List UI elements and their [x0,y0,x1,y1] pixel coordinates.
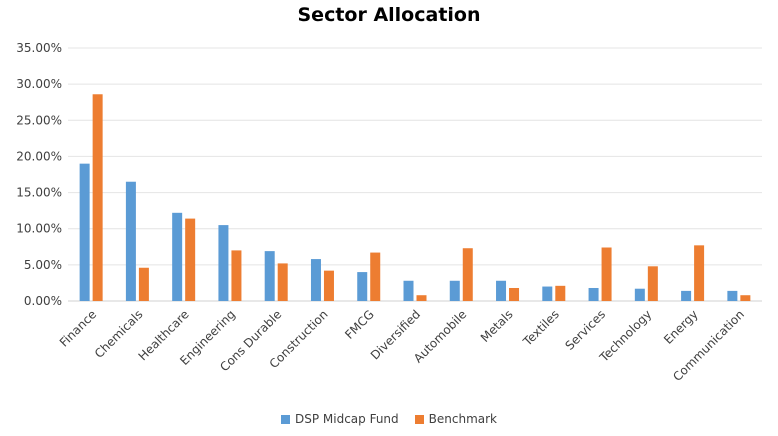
bar-fund [79,163,90,301]
y-tick-label: 0.00% [24,294,62,308]
bar-fund [496,280,507,301]
legend-item-fund: DSP Midcap Fund [280,412,399,426]
bar-fund [218,225,229,301]
y-tick-label: 30.00% [16,77,62,91]
bar-benchmark [323,270,334,301]
x-tick-label: Services [563,307,609,353]
chart-title: Sector Allocation [297,4,481,26]
legend-swatch-benchmark [414,414,424,424]
bar-fund [357,272,368,301]
bar-fund [403,280,414,301]
x-tick-label: FMCG [342,307,377,342]
bar-fund [634,288,645,301]
gridlines [68,47,762,302]
legend-item-benchmark: Benchmark [414,412,498,426]
bar-benchmark [138,267,149,301]
bar-fund [172,212,183,301]
bar-benchmark [370,252,381,301]
y-tick-label: 15.00% [16,186,62,200]
y-tick-label: 10.00% [16,222,62,236]
bar-fund [588,287,599,301]
legend-swatch-fund [280,414,290,424]
x-tick-label: Metals [478,307,516,345]
bars [79,94,751,302]
bar-benchmark [555,285,566,301]
bar-fund [727,290,738,301]
bar-fund [125,181,136,301]
bar-benchmark [509,287,520,301]
bar-fund [542,286,553,301]
bar-benchmark [416,295,427,301]
y-tick-label: 5.00% [24,258,62,272]
bar-benchmark [601,247,612,301]
legend-label-fund: DSP Midcap Fund [294,412,399,426]
y-tick-label: 25.00% [16,113,62,127]
y-tick-label: 20.00% [16,149,62,163]
bar-benchmark [92,94,103,302]
x-axis: FinanceChemicalsHealthcareEngineeringCon… [57,307,747,384]
legend-label-benchmark: Benchmark [428,412,498,426]
bar-benchmark [694,245,705,301]
y-tick-label: 35.00% [16,41,62,55]
x-tick-label: Energy [661,307,701,347]
x-tick-label: Finance [57,307,99,349]
bar-benchmark [277,263,288,301]
legend: DSP Midcap Fund Benchmark [0,412,778,426]
bar-benchmark [185,218,196,301]
bar-benchmark [462,248,473,301]
bar-benchmark [740,295,751,301]
bar-fund [449,280,460,301]
y-axis: 0.00% 5.00% 10.00% 15.00% 20.00% 25.00% 30.00%… [16,41,62,308]
bar-fund [264,251,275,301]
x-tick-label: Textiles [520,307,562,349]
bar-benchmark [231,250,242,301]
bar-fund [681,290,692,301]
bar-fund [310,259,321,301]
bar-benchmark [647,266,658,301]
